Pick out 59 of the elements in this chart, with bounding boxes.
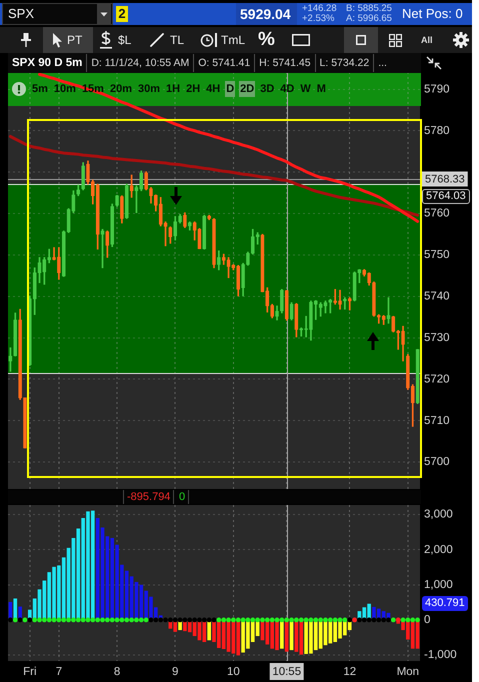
x-tick-label: 9: [172, 666, 178, 678]
text: +2.53%: [302, 13, 334, 24]
annotation: 2H: [185, 82, 202, 97]
text: +146.28: [302, 3, 337, 14]
text: $L: [118, 33, 132, 47]
y-tick-label: 5740: [424, 290, 450, 303]
ref-line-label: 5768.33: [425, 174, 465, 186]
x-tick-label: 12: [343, 666, 356, 678]
text: 430.791: [422, 596, 468, 611]
annotation: H: 5741.45: [254, 54, 315, 72]
annotation: D: [225, 81, 236, 97]
y-tick-label: 0: [424, 614, 430, 626]
y-tick-label: 5720: [424, 373, 450, 386]
y-tick-label: 5730: [424, 332, 450, 344]
annotation: D: 11/1/24, 10:55 AM: [86, 54, 194, 72]
x-tick-label: 10: [226, 666, 240, 678]
annotation: 20m: [108, 82, 133, 97]
y-tick-label: 5780: [424, 124, 450, 137]
text: TL: [170, 33, 184, 47]
x-tick-label: 8: [114, 666, 120, 678]
text: 0: [176, 490, 190, 504]
annotation: 1H: [165, 82, 182, 97]
annotation: 10m: [52, 82, 77, 97]
annotation: 5m: [31, 82, 49, 97]
y-tick-label: 3,000: [424, 508, 453, 521]
text: A: 5996.65: [346, 13, 392, 24]
text: SPX: [8, 6, 34, 22]
y-tick-label: -1,000: [424, 649, 457, 662]
text: 2: [116, 6, 128, 22]
y-tick-label: 5790: [424, 83, 450, 96]
x-tick-label: 7: [56, 666, 62, 678]
annotation: W: [299, 82, 312, 97]
annotation: 2D: [239, 81, 256, 97]
chart-title: SPX 90 D 5m: [11, 56, 84, 71]
y-tick-label: 2,000: [424, 544, 453, 556]
annotation: 3D: [259, 82, 276, 97]
y-tick-label: 5700: [424, 456, 450, 468]
text: 5929.04: [240, 5, 291, 23]
annotation: 4H: [205, 82, 222, 97]
y-tick-label: 5710: [424, 414, 450, 427]
text: B: 5885.25: [346, 3, 392, 14]
annotation: L: 5734.22: [314, 54, 374, 72]
x-tick-label: Fri: [23, 666, 37, 678]
x-tick-label: 10:55: [272, 666, 302, 678]
text: TmL: [221, 33, 245, 47]
y-tick-label: 5750: [424, 249, 450, 262]
text: %: [258, 29, 275, 51]
annotation: 30m: [137, 82, 162, 97]
text: 5764.03: [422, 189, 470, 204]
text: PT: [67, 33, 82, 47]
annotation: ...: [373, 54, 391, 72]
x-tick-label: Mon: [396, 666, 420, 678]
y-tick-label: 5760: [424, 208, 450, 220]
annotation: O: 5741.41: [193, 54, 254, 72]
y-tick-label: 1,000: [424, 578, 453, 591]
text: -895.794: [123, 490, 174, 504]
text: All: [421, 35, 433, 46]
annotation: M: [316, 82, 327, 97]
text: Net Pos: 0: [402, 6, 463, 22]
